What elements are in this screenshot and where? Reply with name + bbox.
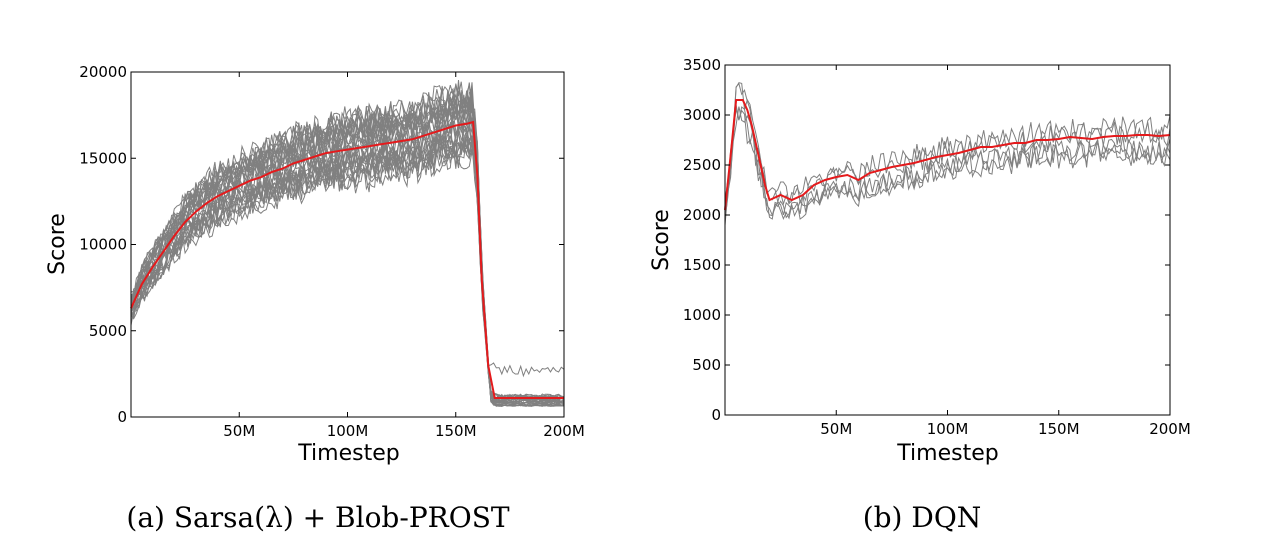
mean-line-group xyxy=(130,120,564,399)
y-tick-label: 0 xyxy=(711,406,721,424)
run-line xyxy=(130,127,565,403)
run-line xyxy=(130,84,565,405)
x-axis-label: Timestep xyxy=(297,441,399,466)
run-line xyxy=(724,82,1171,206)
x-tick-label: 200M xyxy=(1149,420,1191,438)
run-line xyxy=(130,123,565,400)
plot-frame xyxy=(724,64,1171,416)
caption-a: (a) Sarsa(λ) + Blob-PROST xyxy=(126,501,509,534)
runs-group xyxy=(130,79,565,407)
y-tick-label: 1000 xyxy=(683,306,721,324)
y-tick-label: 3500 xyxy=(683,56,721,74)
run-line xyxy=(130,94,565,400)
x-tick-label: 50M xyxy=(820,420,852,438)
caption-b: (b) DQN xyxy=(863,501,982,534)
run-line xyxy=(130,127,565,403)
x-tick-label: 150M xyxy=(435,422,477,440)
y-tick-label: 3000 xyxy=(683,106,721,124)
chart-sarsa-blob-prost: 50M 100M 150M 200M 0 5000 10000 15000 20000 Time… xyxy=(45,63,585,534)
y-tick-label: 1500 xyxy=(683,256,721,274)
x-tick-label: 100M xyxy=(927,420,969,438)
x-tick-label: 100M xyxy=(327,422,369,440)
ticks-group: 50M 100M 150M 200M 0 5000 10000 15000 20000 xyxy=(79,63,585,440)
y-tick-label: 5000 xyxy=(89,322,127,340)
mean-line xyxy=(724,99,1171,211)
y-axis-label: Score xyxy=(649,209,674,271)
run-line xyxy=(724,104,1171,220)
run-line xyxy=(130,137,565,404)
y-tick-label: 2500 xyxy=(683,156,721,174)
run-line xyxy=(724,106,1171,226)
y-tick-label: 500 xyxy=(692,356,721,374)
y-tick-label: 2000 xyxy=(683,206,721,224)
run-line xyxy=(130,129,565,400)
x-axis-label: Timestep xyxy=(896,441,998,466)
mean-line xyxy=(130,120,564,399)
y-tick-label: 20000 xyxy=(79,63,127,81)
y-tick-label: 10000 xyxy=(79,236,127,254)
x-tick-label: 150M xyxy=(1038,420,1080,438)
y-axis-label: Score xyxy=(45,213,70,275)
run-line xyxy=(130,84,565,401)
x-tick-label: 50M xyxy=(223,422,255,440)
y-tick-label: 15000 xyxy=(79,149,127,167)
y-tick-label: 0 xyxy=(117,408,127,426)
x-tick-label: 200M xyxy=(543,422,585,440)
chart-dqn: 50M 100M 150M 200M 0 500 1000 1500 2000 2500 3000 3… xyxy=(649,56,1191,534)
run-line xyxy=(724,106,1171,221)
ticks-group: 50M 100M 150M 200M 0 500 1000 1500 2000 2500 3000 3… xyxy=(683,56,1191,438)
run-line xyxy=(724,82,1171,214)
mean-line-group xyxy=(724,99,1171,211)
